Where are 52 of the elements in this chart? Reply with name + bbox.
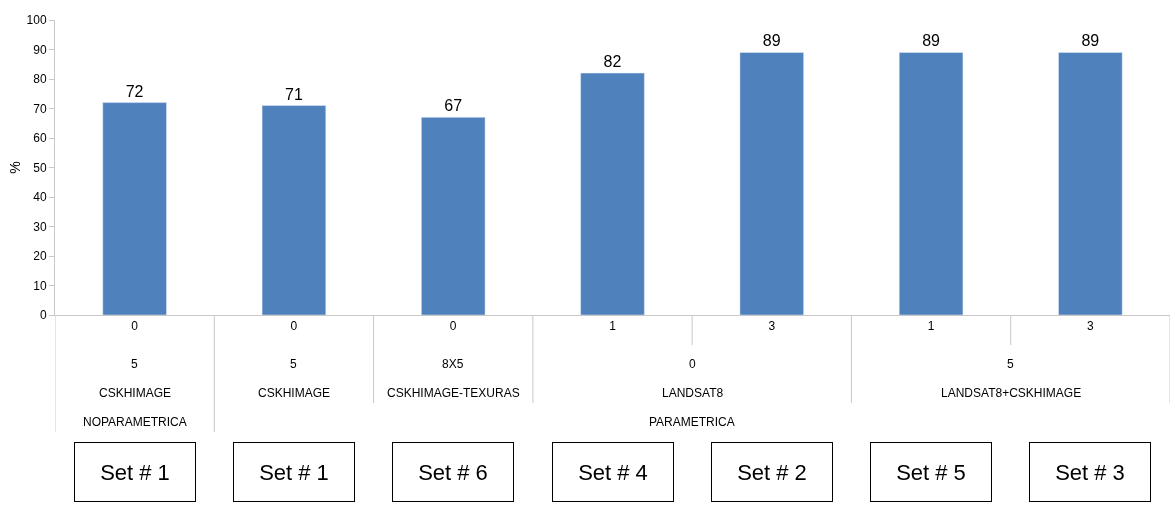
y-tick-label: 20 (33, 249, 47, 264)
y-tick-label: 30 (33, 219, 47, 234)
text: LANDSAT8+CSKHIMAGE (941, 386, 1082, 400)
x-tick-label: 1 (927, 319, 935, 334)
text: CSKHIMAGE-TEXURAS (387, 386, 520, 400)
y-axis-title: % (7, 161, 24, 174)
x-tick-label: 3 (1087, 319, 1095, 334)
text: LANDSAT8 (662, 386, 724, 400)
y-tick-label: 50 (33, 160, 47, 175)
y-tick-label: 60 (33, 131, 47, 146)
text: Set # 4 (578, 459, 648, 485)
text: NOPARAMETRICA (83, 415, 187, 429)
y-tick-label: 70 (33, 101, 47, 116)
data-label: 67 (444, 97, 463, 115)
text: Set # 1 (100, 459, 170, 485)
bar (102, 102, 167, 315)
x-tick-label: 0 (131, 319, 139, 334)
text: Set # 2 (737, 459, 807, 485)
text: CSKHIMAGE (258, 386, 331, 400)
bar (1058, 52, 1123, 315)
text: 5 (1007, 357, 1014, 371)
data-label: 82 (603, 53, 622, 71)
bar (261, 105, 327, 315)
y-tick-label: 0 (39, 308, 47, 323)
data-label: 71 (284, 85, 303, 103)
text: 0 (689, 357, 696, 371)
text: 5 (290, 357, 297, 371)
y-tick-label: 90 (33, 42, 47, 57)
x-tick-label: 1 (609, 319, 617, 334)
bar (580, 72, 645, 315)
text: Set # 5 (896, 459, 966, 485)
data-label: 89 (922, 32, 941, 50)
x-tick-label: 0 (449, 319, 457, 334)
y-tick-label: 100 (26, 13, 47, 28)
bar (421, 117, 486, 315)
y-tick-label: 10 (33, 278, 47, 293)
y-tick-label: 40 (33, 190, 47, 205)
y-tick-label: 80 (33, 72, 47, 87)
text: 8X5 (442, 357, 464, 371)
text: Set # 1 (259, 459, 329, 485)
text: PARAMETRICA (649, 415, 735, 429)
text: Set # 3 (1055, 459, 1125, 485)
x-tick-label: 3 (768, 319, 776, 334)
x-tick-label: 0 (290, 319, 298, 334)
data-label: 89 (762, 32, 781, 50)
data-label: 89 (1081, 32, 1100, 50)
bar (898, 52, 964, 315)
data-label: 72 (125, 82, 144, 100)
text: 5 (131, 357, 138, 371)
bar (739, 52, 804, 315)
text: CSKHIMAGE (99, 386, 172, 400)
text: Set # 6 (418, 459, 488, 485)
